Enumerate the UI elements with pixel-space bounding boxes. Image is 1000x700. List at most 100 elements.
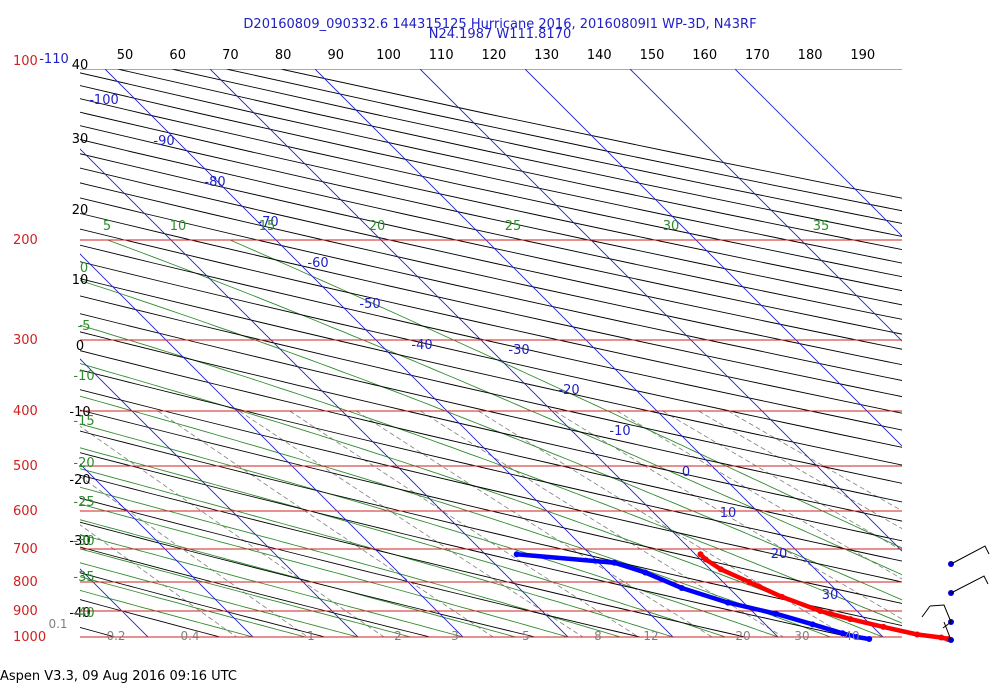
moist-adiabat-label: -5 (78, 319, 91, 334)
dry-adiabat-line (117, 69, 902, 237)
dewpoint-profile (514, 551, 872, 642)
dry-adiabat-line (80, 452, 850, 638)
moist-adiabat-line (80, 589, 254, 638)
pressure-label: 200 (13, 233, 38, 248)
pressure-label: 900 (13, 604, 38, 619)
temperature-point (914, 631, 921, 638)
mixing-ratio-label: 40 (844, 629, 859, 643)
left-temp-label: -10 (69, 405, 90, 420)
dry-adiabat-line (80, 497, 641, 638)
moist-adiabat-line (80, 468, 674, 638)
isotherm-label: -70 (257, 215, 278, 230)
wind-barbs (921, 545, 990, 643)
mixing-ratio-line (662, 410, 902, 552)
theta-e-label: 35 (813, 219, 830, 234)
pressure-label: 400 (13, 404, 38, 419)
isotherm-label: 30 (822, 588, 839, 603)
mixing-ratio-label: 8 (594, 629, 602, 643)
mixing-ratio-label: 0.1 (48, 617, 67, 631)
dry-adiabat-line (80, 261, 902, 448)
dewpoint-point (839, 630, 846, 637)
moist-adiabat-label: -25 (73, 495, 94, 510)
temperature-point (847, 616, 854, 623)
pressure-label: 500 (13, 459, 38, 474)
dry-adiabat-line (80, 313, 902, 503)
temperature-point (702, 556, 709, 563)
isotherm-label: -40 (411, 338, 432, 353)
moist-adiabat-line (80, 576, 306, 638)
theta-e-label: 20 (369, 219, 386, 234)
plot-area (80, 69, 902, 638)
isotherm-line (80, 463, 254, 638)
left-temp-label: 40 (72, 58, 89, 73)
pressure-label: 600 (13, 504, 38, 519)
wind-barb (921, 605, 931, 618)
theta-label: 120 (481, 48, 506, 63)
theta-label: 90 (328, 48, 345, 63)
dry-adiabat-line (80, 389, 902, 583)
isotherm-line (734, 69, 902, 237)
left-temp-label: 0 (76, 339, 84, 354)
left-temp-label: -40 (69, 606, 90, 621)
temperature-point (938, 634, 945, 641)
theta-label: 160 (692, 48, 717, 63)
temperature-point (746, 578, 753, 585)
isotherm-line (80, 253, 464, 638)
theta-label: 60 (169, 48, 186, 63)
theta-e-label: 25 (505, 219, 522, 234)
dry-adiabat-line (80, 572, 326, 638)
theta-e-label: 15 (259, 219, 276, 234)
mixing-ratio-label: 20 (735, 629, 750, 643)
theta-label: 140 (587, 48, 612, 63)
moist-adiabat-label: 0 (80, 261, 88, 276)
left-temp-label: -30 (69, 534, 90, 549)
chart-footer: Aspen V3.3, 09 Aug 2016 09:16 UTC (0, 669, 237, 684)
wind-barb (929, 604, 952, 641)
dewpoint-point (678, 585, 685, 592)
wind-barb (950, 545, 990, 565)
dewpoint-point (611, 559, 618, 566)
dry-adiabat-line (80, 197, 902, 381)
isotherm-label: 20 (771, 547, 788, 562)
mixing-ratio-label: 0.2 (106, 629, 125, 643)
chart-title-line1: D20160809_090332.6 144315125 Hurricane 2… (243, 17, 757, 32)
moist-adiabat-line (80, 324, 902, 624)
theta-label: 100 (376, 48, 401, 63)
left-temp-label: 30 (72, 132, 89, 147)
pressure-label: 800 (13, 575, 38, 590)
moist-adiabat-label: -40 (73, 606, 94, 621)
dry-adiabat-line (80, 350, 902, 542)
dry-adiabat-line (80, 228, 902, 414)
theta-e-label: 5 (103, 219, 111, 234)
isotherm-label: -60 (307, 256, 328, 271)
isotherm-label: 0 (682, 465, 690, 480)
moist-adiabat-label: -20 (73, 456, 94, 471)
moist-adiabat-line (80, 279, 902, 601)
dry-adiabat-line (80, 521, 536, 638)
left-temp-label: 10 (72, 273, 89, 288)
moist-adiabat-label: -15 (73, 414, 94, 429)
isotherm-label: -30 (508, 343, 529, 358)
isotherm-label: -80 (204, 175, 225, 190)
left-temp-label: -20 (69, 473, 90, 488)
isotherm-label: -100 (89, 93, 119, 108)
dewpoint-point (642, 569, 649, 576)
dry-adiabat-line (80, 139, 902, 320)
dewpoint-point (724, 599, 731, 606)
wind-barb (950, 575, 989, 594)
mixing-ratio-label: 30 (794, 629, 809, 643)
isotherm-label: -110 (39, 52, 69, 67)
left-temp-label: 20 (72, 203, 89, 218)
moist-adiabat-line (80, 534, 464, 638)
dry-adiabat-line (80, 331, 902, 522)
moist-adiabat-label: -10 (73, 369, 94, 384)
theta-label: 150 (640, 48, 665, 63)
theta-label: 130 (534, 48, 559, 63)
isotherm-label: -90 (153, 134, 174, 149)
moist-adiabat-line (80, 548, 411, 638)
theta-label: 70 (222, 48, 239, 63)
moist-adiabat-line (80, 519, 516, 638)
isotherm-line (524, 69, 902, 447)
mixing-ratio-label: 2 (394, 629, 402, 643)
isotherm-line (419, 69, 902, 552)
